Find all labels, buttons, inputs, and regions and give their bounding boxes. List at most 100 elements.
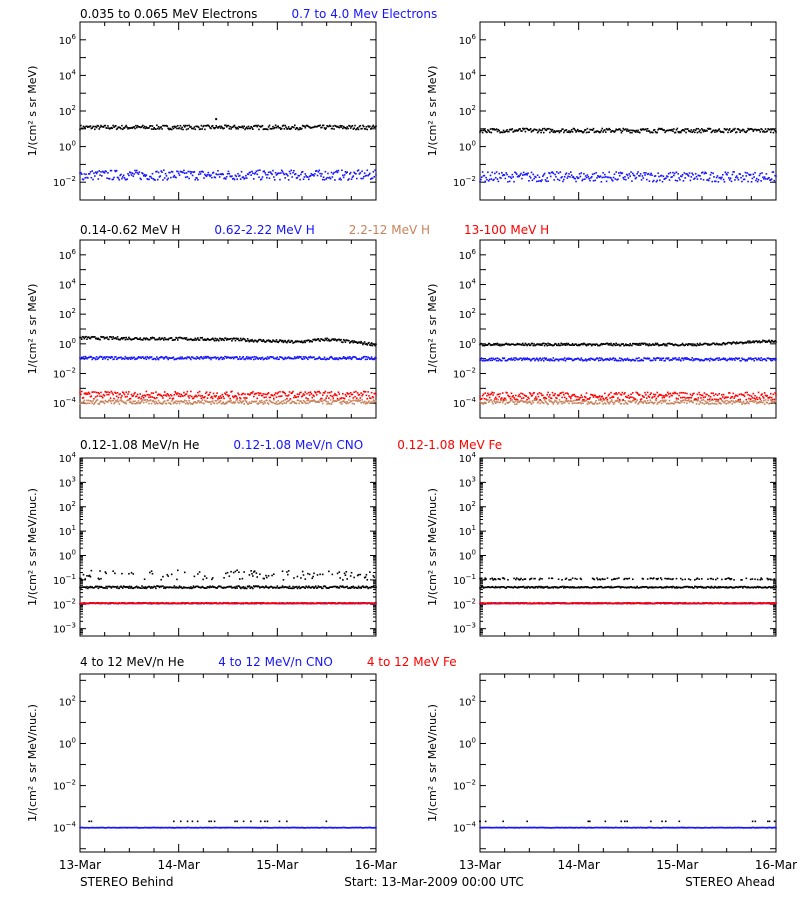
data-point — [92, 400, 94, 402]
data-point — [683, 130, 686, 132]
data-point — [276, 173, 279, 175]
data-point — [251, 400, 253, 403]
data-point — [336, 125, 339, 128]
data-point — [92, 587, 94, 589]
data-point — [699, 359, 701, 362]
data-point — [606, 342, 609, 345]
data-point — [266, 393, 268, 396]
data-point — [194, 337, 197, 340]
data-point — [677, 344, 680, 347]
data-point — [314, 400, 316, 402]
data-point — [162, 397, 164, 399]
data-point — [282, 399, 285, 402]
data-point — [309, 355, 312, 358]
data-point — [150, 337, 153, 340]
data-point — [499, 359, 501, 361]
data-point — [555, 358, 557, 360]
data-point — [580, 402, 583, 405]
data-point — [489, 128, 492, 130]
data-point — [172, 586, 175, 589]
data-point — [261, 401, 264, 404]
data-point — [82, 396, 85, 399]
data-point — [567, 400, 569, 402]
data-point — [108, 127, 110, 129]
data-point — [684, 344, 686, 347]
data-point — [503, 174, 506, 176]
data-point — [279, 356, 281, 358]
data-point — [767, 399, 769, 401]
data-point — [609, 176, 611, 179]
data-point — [369, 397, 371, 399]
data-point — [326, 124, 328, 127]
data-point — [195, 402, 197, 404]
data-point — [623, 178, 625, 181]
data-point — [730, 396, 733, 398]
data-point — [137, 338, 140, 340]
data-point — [696, 393, 699, 396]
data-point — [342, 397, 345, 399]
data-point — [523, 127, 526, 130]
data-point — [306, 399, 308, 402]
data-point — [231, 340, 233, 342]
data-point — [513, 180, 515, 183]
data-point — [706, 401, 708, 403]
data-point — [625, 178, 627, 181]
data-point — [690, 343, 693, 345]
data-point — [549, 400, 552, 402]
data-point — [616, 360, 618, 362]
data-point — [184, 176, 187, 179]
data-point — [718, 393, 721, 395]
data-point — [334, 179, 336, 181]
data-point — [673, 392, 675, 395]
data-point — [615, 128, 618, 131]
data-point — [759, 401, 762, 404]
data-point — [162, 575, 164, 578]
data-point — [253, 400, 256, 403]
data-point — [636, 357, 638, 360]
data-point — [539, 180, 542, 182]
data-point — [97, 391, 100, 394]
data-point — [603, 343, 605, 345]
data-point — [550, 397, 553, 400]
data-point — [339, 125, 342, 127]
data-point — [262, 577, 265, 580]
data-point — [563, 343, 566, 345]
data-point — [614, 344, 617, 347]
data-point — [342, 355, 345, 358]
data-point — [677, 173, 680, 175]
data-point — [536, 358, 539, 361]
data-point — [769, 179, 771, 181]
data-point — [489, 393, 492, 396]
data-point — [353, 356, 355, 358]
data-point — [320, 175, 322, 177]
data-point — [230, 337, 232, 340]
data-point — [214, 399, 217, 402]
data-point — [551, 344, 554, 347]
data-point — [224, 403, 226, 405]
data-point — [369, 344, 372, 347]
data-point — [251, 338, 253, 341]
data-point — [194, 357, 197, 360]
data-point — [196, 338, 198, 340]
data-point — [709, 403, 712, 405]
data-point — [121, 124, 123, 127]
data-point — [235, 356, 238, 358]
data-point — [157, 171, 160, 174]
data-point — [138, 402, 141, 404]
data-point — [637, 403, 639, 405]
data-point — [756, 129, 759, 131]
data-point — [747, 340, 749, 342]
data-point — [518, 343, 521, 345]
data-point — [373, 126, 376, 128]
data-point — [262, 170, 265, 173]
data-point — [633, 342, 636, 345]
data-point — [631, 396, 633, 399]
data-point — [369, 172, 371, 175]
data-point — [106, 587, 108, 590]
data-point — [494, 128, 497, 131]
data-point — [603, 359, 605, 361]
data-point — [546, 393, 549, 396]
data-point — [177, 127, 180, 130]
data-point — [648, 180, 651, 182]
data-point — [144, 127, 147, 130]
